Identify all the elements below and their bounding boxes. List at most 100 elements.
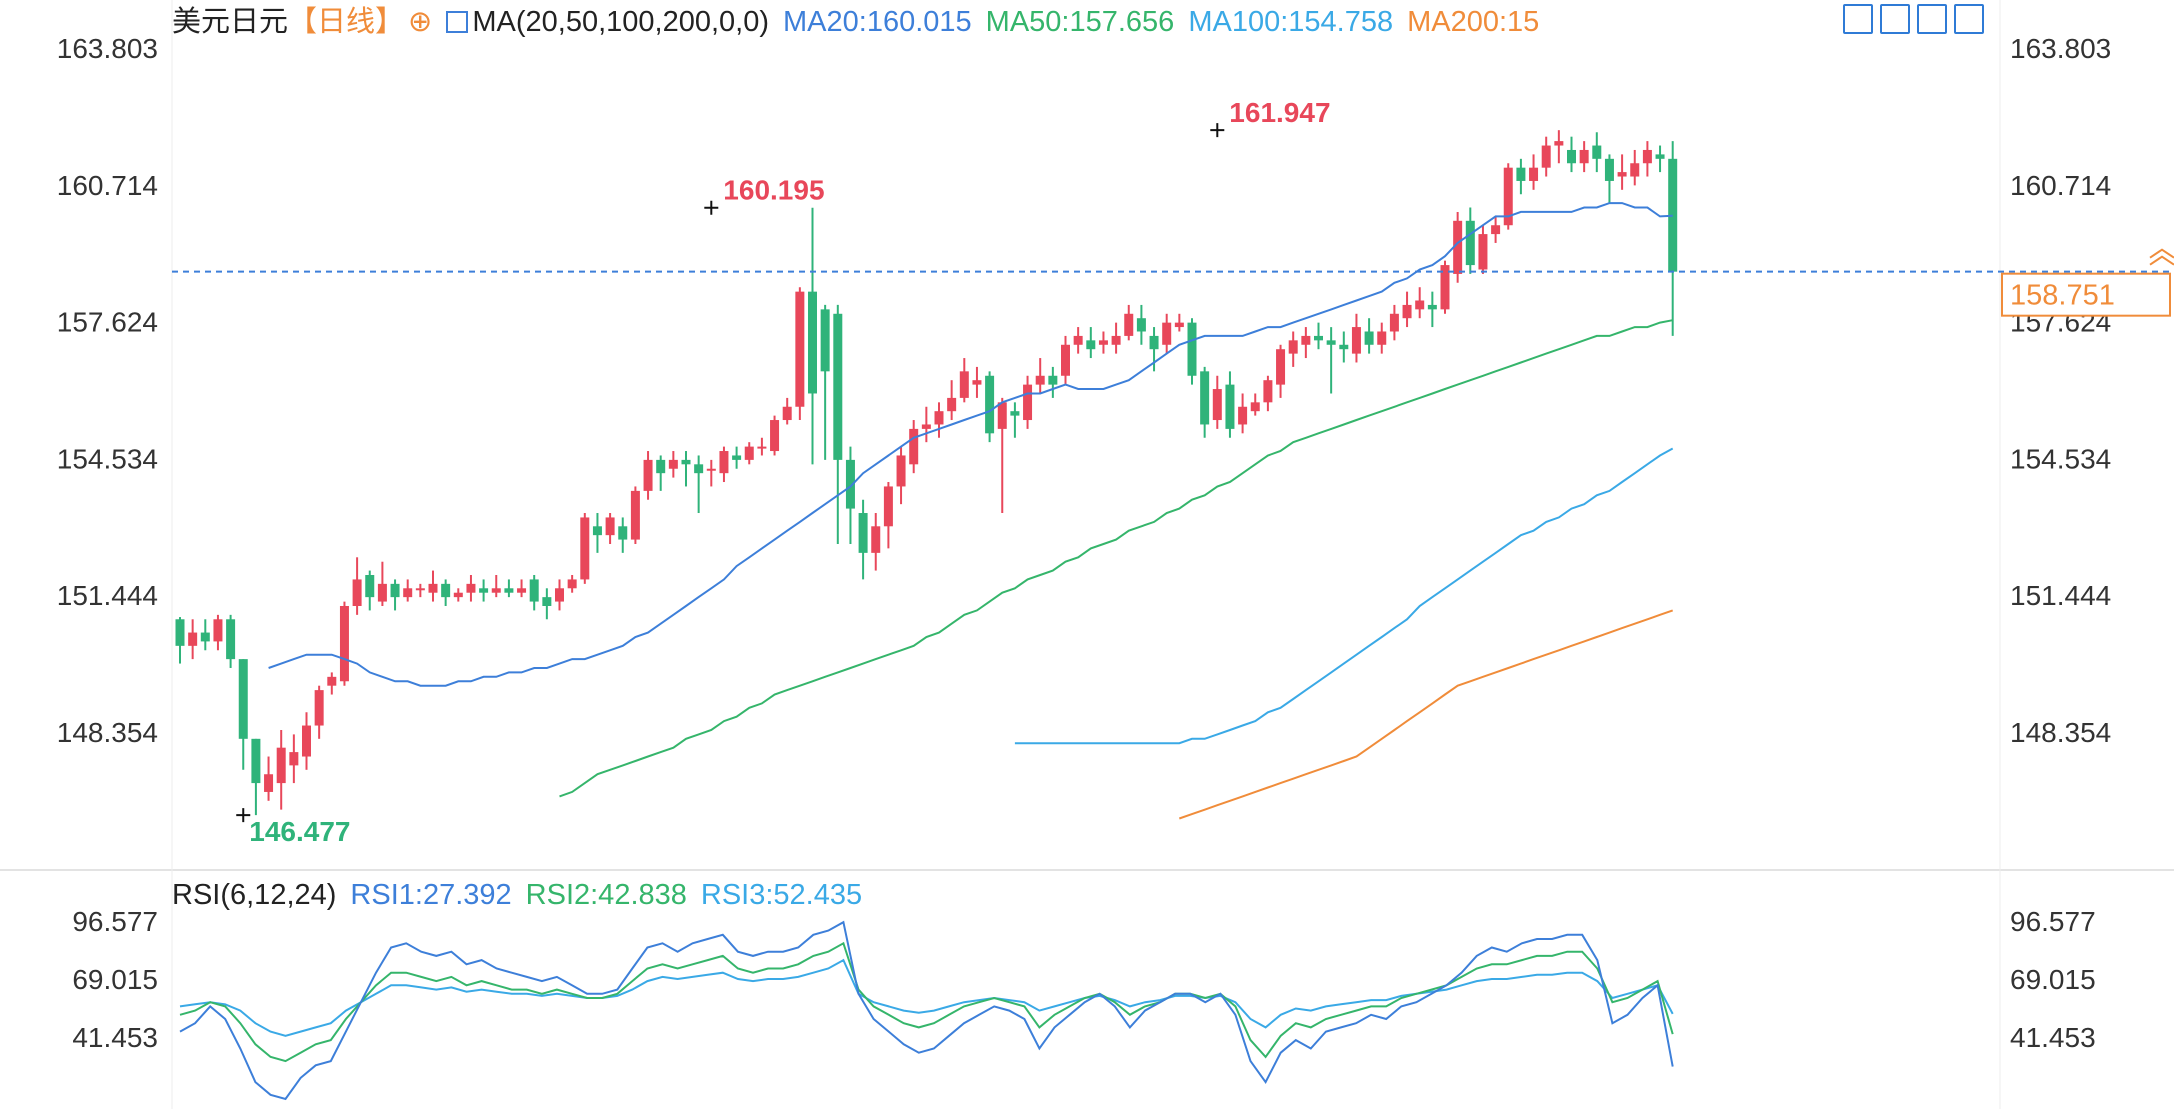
candle-body (681, 459, 691, 465)
candle-body (1061, 344, 1070, 376)
candle-body (1200, 371, 1210, 425)
candle-body (947, 397, 957, 412)
candle-body (972, 380, 982, 385)
candle-body (1529, 167, 1539, 181)
period-label[interactable]: 【日线】 (288, 6, 405, 38)
candle-body (403, 588, 413, 598)
candle-body (1516, 167, 1526, 181)
rsi-legend-header: RSI(6,12,24) RSI1:27.392 RSI2:42.838 RSI3:5… (172, 875, 876, 915)
candle-body (1212, 389, 1222, 421)
extreme-marker (236, 808, 251, 823)
ma50-value: MA50:157.656 (985, 6, 1175, 38)
candle-body (808, 291, 817, 394)
candle-body (1415, 300, 1425, 310)
current-price-label: 158.751 (2010, 280, 2115, 312)
candle-body (732, 455, 742, 460)
candle-body (542, 597, 552, 606)
rsi3-value: RSI3:52.435 (700, 879, 863, 911)
candle-body (428, 583, 438, 593)
candle-body (365, 575, 375, 598)
candle-body (302, 725, 311, 757)
indicator-icon[interactable] (1917, 4, 1947, 34)
rsi-axis-label-left: 69.015 (72, 964, 158, 995)
candle-body (226, 619, 236, 660)
candle-body (820, 309, 830, 372)
candle-body (377, 583, 387, 602)
candle-body (1238, 406, 1248, 425)
candle-body (934, 411, 944, 425)
price-axis-label-left: 148.354 (57, 717, 158, 748)
candle-body (896, 455, 906, 487)
rsi-axis-label-left: 41.453 (72, 1022, 158, 1053)
rsi3-line (179, 958, 1674, 1037)
ma-spec[interactable]: MA(20,50,100,200,0,0) (472, 6, 769, 38)
price-axis-label-left: 154.534 (57, 443, 158, 474)
price-legend-header: 美元日元【日线】 ⊕ MA(20,50,100,200,0,0) MA20:160.0… (172, 2, 1553, 42)
candle-body (1174, 322, 1184, 328)
candle-body (1491, 225, 1501, 235)
price-axis-label-right: 163.803 (2010, 33, 2111, 64)
candle-body (1364, 331, 1374, 345)
candle-body (1655, 154, 1665, 159)
candle-body (289, 752, 299, 766)
candle-body (1048, 375, 1058, 385)
candle-body (1187, 322, 1197, 376)
ma200-value: MA200:15 (1407, 6, 1540, 38)
candle-body (921, 424, 931, 429)
candle-body (959, 371, 969, 398)
candle-body (909, 428, 919, 465)
rsi-axis-label-left: 96.577 (72, 906, 158, 937)
candle-body (1339, 344, 1349, 350)
ma20-value: MA20:160.015 (783, 6, 972, 38)
candle-body (175, 619, 185, 646)
extreme-marker (704, 200, 719, 215)
candle-body (1617, 172, 1627, 177)
candle-body (1086, 340, 1096, 350)
candle-body (630, 490, 640, 540)
instrument-name: 美元日元 (172, 6, 289, 38)
candle-body (1073, 335, 1083, 345)
rsi-axis-label-right: 96.577 (2010, 906, 2096, 937)
candle-body (1478, 234, 1488, 270)
candle-body (276, 747, 286, 784)
candle-body (1010, 411, 1020, 416)
candle-body (567, 579, 577, 589)
ma-indicator-icon[interactable] (446, 11, 469, 33)
candle-body (1642, 149, 1652, 164)
candle-body (1276, 349, 1286, 385)
price-axis-label-left: 157.624 (57, 307, 158, 338)
candle-body (668, 459, 678, 469)
candle-body (491, 588, 501, 593)
candle-body (238, 659, 248, 739)
rsi-axis-label-right: 41.453 (2010, 1022, 2096, 1053)
candle-body (795, 291, 805, 407)
rsi1-value: RSI1:27.392 (350, 879, 512, 911)
current-price-box (2001, 272, 2171, 317)
candle-body (1465, 220, 1475, 266)
price-axis-label-right: 160.714 (2010, 170, 2111, 201)
rsi2-value: RSI2:42.838 (525, 879, 687, 911)
candle-body (529, 579, 539, 602)
compare-icon[interactable]: ⊕ (408, 6, 433, 38)
candle-body (1225, 384, 1235, 429)
candle-body (1630, 163, 1640, 177)
grid-icon[interactable] (1843, 4, 1873, 34)
candle-body (1440, 265, 1450, 310)
candle-body (390, 583, 400, 598)
candle-body (883, 486, 893, 527)
candle-body (1149, 335, 1159, 350)
rsi-spec[interactable]: RSI(6,12,24) (172, 879, 337, 911)
extreme-label: 146.477 (249, 816, 350, 847)
candle-body (1111, 335, 1121, 345)
candle-body (1162, 322, 1172, 345)
candle-body (1579, 149, 1589, 164)
candle-body (719, 451, 729, 474)
fullscreen-icon[interactable] (1954, 4, 1984, 34)
candle-body (1503, 167, 1513, 226)
chart-settings-icon[interactable] (1880, 4, 1910, 34)
rsi-axis-label-right: 69.015 (2010, 964, 2096, 995)
candle-body (1023, 384, 1033, 421)
candle-body (555, 588, 564, 602)
price-axis-label-right: 151.444 (2010, 580, 2111, 611)
